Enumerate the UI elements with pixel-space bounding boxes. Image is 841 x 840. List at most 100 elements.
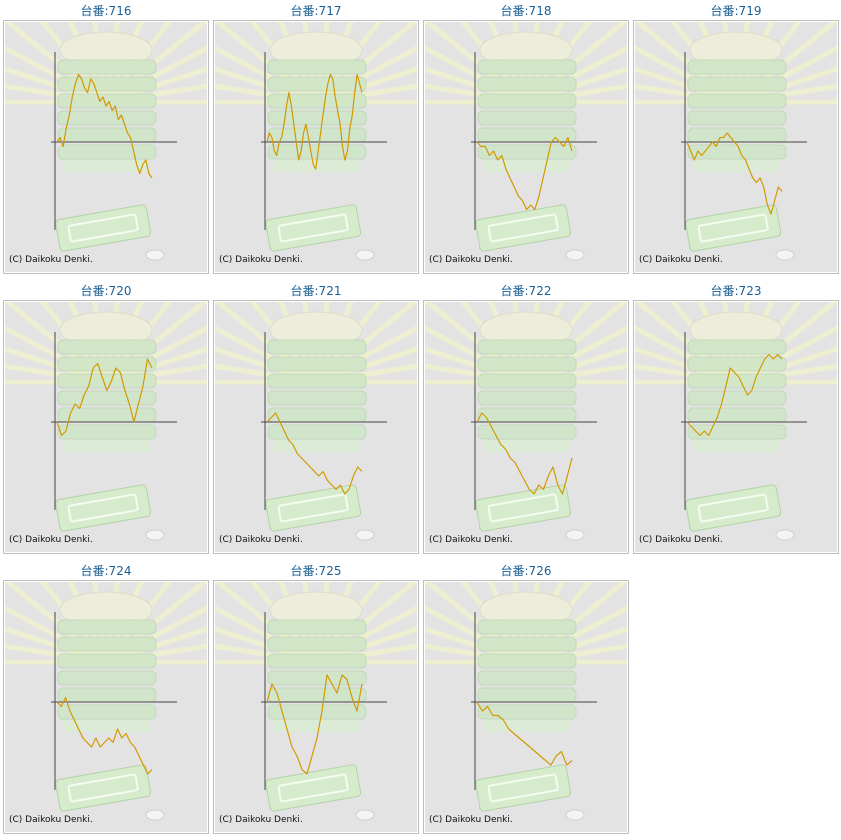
coin-graphic <box>145 249 165 261</box>
coin-graphic <box>565 529 585 541</box>
machine-number-link[interactable]: 台番:726 <box>500 564 552 578</box>
machine-number-link[interactable]: 台番:725 <box>290 564 342 578</box>
tray-inner <box>487 773 559 803</box>
machine-chart-cell: 台番:722 (C) Daikoku Denki. <box>423 280 629 554</box>
copyright-text: (C) Daikoku Denki. <box>9 255 93 265</box>
emblem-tier <box>477 424 577 440</box>
emblem-tier <box>687 373 787 389</box>
emblem-tier <box>687 93 787 109</box>
emblem-tier <box>57 93 157 109</box>
emblem-tier <box>477 356 577 372</box>
machine-number-link[interactable]: 台番:719 <box>710 4 762 18</box>
emblem-tier <box>57 110 157 126</box>
emblem-tier <box>687 144 787 160</box>
emblem-tier <box>267 373 367 389</box>
tray-graphic <box>265 764 362 812</box>
chart-frame: (C) Daikoku Denki. <box>213 300 419 554</box>
chart-frame: (C) Daikoku Denki. <box>423 300 629 554</box>
machine-chart-cell: 台番:718 (C) Daikoku Denki. <box>423 0 629 274</box>
emblem-base <box>273 440 359 452</box>
chart-frame: (C) Daikoku Denki. <box>423 20 629 274</box>
emblem-tier <box>267 390 367 406</box>
slump-graph <box>5 302 207 552</box>
slump-graph <box>215 582 417 832</box>
machine-chart-cell: 台番:721 (C) Daikoku Denki. <box>213 280 419 554</box>
emblem-base <box>693 160 779 172</box>
tray-inner <box>67 493 139 523</box>
emblem-tier <box>477 127 577 143</box>
emblem-tier <box>267 356 367 372</box>
machine-number-link[interactable]: 台番:721 <box>290 284 342 298</box>
emblem-base <box>483 440 569 452</box>
emblem-tier <box>57 636 157 652</box>
coin-graphic <box>355 249 375 261</box>
machine-number-link[interactable]: 台番:717 <box>290 4 342 18</box>
coin-graphic <box>145 809 165 821</box>
chart-frame: (C) Daikoku Denki. <box>213 580 419 834</box>
emblem-tier <box>687 127 787 143</box>
emblem-tier <box>267 619 367 635</box>
slump-line <box>56 358 153 437</box>
machine-number-link[interactable]: 台番:723 <box>710 284 762 298</box>
emblem-base <box>63 160 149 172</box>
tray-inner <box>277 213 349 243</box>
emblem-tier <box>477 390 577 406</box>
emblem-tier <box>267 653 367 669</box>
emblem-tier <box>477 373 577 389</box>
copyright-text: (C) Daikoku Denki. <box>429 255 513 265</box>
machine-chart-cell: 台番:725 (C) Daikoku Denki. <box>213 560 419 834</box>
slump-graph <box>425 22 627 272</box>
machine-number-link[interactable]: 台番:724 <box>80 564 132 578</box>
copyright-text: (C) Daikoku Denki. <box>639 535 723 545</box>
emblem-base <box>693 440 779 452</box>
slump-graph <box>215 302 417 552</box>
emblem-tier <box>477 59 577 75</box>
chart-frame: (C) Daikoku Denki. <box>423 580 629 834</box>
machine-chart-cell: 台番:723 (C) Daikoku Denki. <box>633 280 839 554</box>
emblem-tier <box>687 390 787 406</box>
slump-line <box>266 412 363 495</box>
emblem-tier <box>687 110 787 126</box>
emblem-tier <box>477 619 577 635</box>
emblem-tier <box>687 407 787 423</box>
emblem-tier <box>687 76 787 92</box>
tray-inner <box>277 493 349 523</box>
emblem-tier <box>477 704 577 720</box>
emblem-tier <box>267 670 367 686</box>
slump-graph <box>5 22 207 272</box>
machine-chart-cell: 台番:726 (C) Daikoku Denki. <box>423 560 629 834</box>
chart-frame: (C) Daikoku Denki. <box>633 300 839 554</box>
copyright-text: (C) Daikoku Denki. <box>219 255 303 265</box>
chart-frame: (C) Daikoku Denki. <box>3 580 209 834</box>
machine-number-link[interactable]: 台番:720 <box>80 284 132 298</box>
machine-chart-cell: 台番:717 (C) Daikoku Denki. <box>213 0 419 274</box>
slump-graph <box>425 302 627 552</box>
slump-line <box>266 73 363 170</box>
emblem-tier <box>57 653 157 669</box>
emblem-tier <box>477 653 577 669</box>
tray-inner <box>67 773 139 803</box>
coin-graphic <box>145 529 165 541</box>
machine-number-link[interactable]: 台番:716 <box>80 4 132 18</box>
machine-number-link[interactable]: 台番:718 <box>500 4 552 18</box>
emblem-tier <box>477 93 577 109</box>
emblem-tier <box>57 424 157 440</box>
tray-graphic <box>475 764 572 812</box>
emblem-tier <box>477 76 577 92</box>
tray-graphic <box>685 484 782 532</box>
emblem-tier <box>57 339 157 355</box>
tray-inner <box>277 773 349 803</box>
tray-inner <box>487 493 559 523</box>
coin-graphic <box>355 809 375 821</box>
emblem-tier <box>477 339 577 355</box>
emblem-tier <box>57 59 157 75</box>
slump-line <box>266 674 363 775</box>
tray-inner <box>697 493 769 523</box>
slump-graph <box>425 582 627 832</box>
emblem-tier <box>57 687 157 703</box>
coin-graphic <box>565 249 585 261</box>
chart-frame: (C) Daikoku Denki. <box>213 20 419 274</box>
machine-number-link[interactable]: 台番:722 <box>500 284 552 298</box>
machine-chart-cell: 台番:716 (C) Daikoku Denki. <box>3 0 209 274</box>
slump-line <box>56 73 153 179</box>
